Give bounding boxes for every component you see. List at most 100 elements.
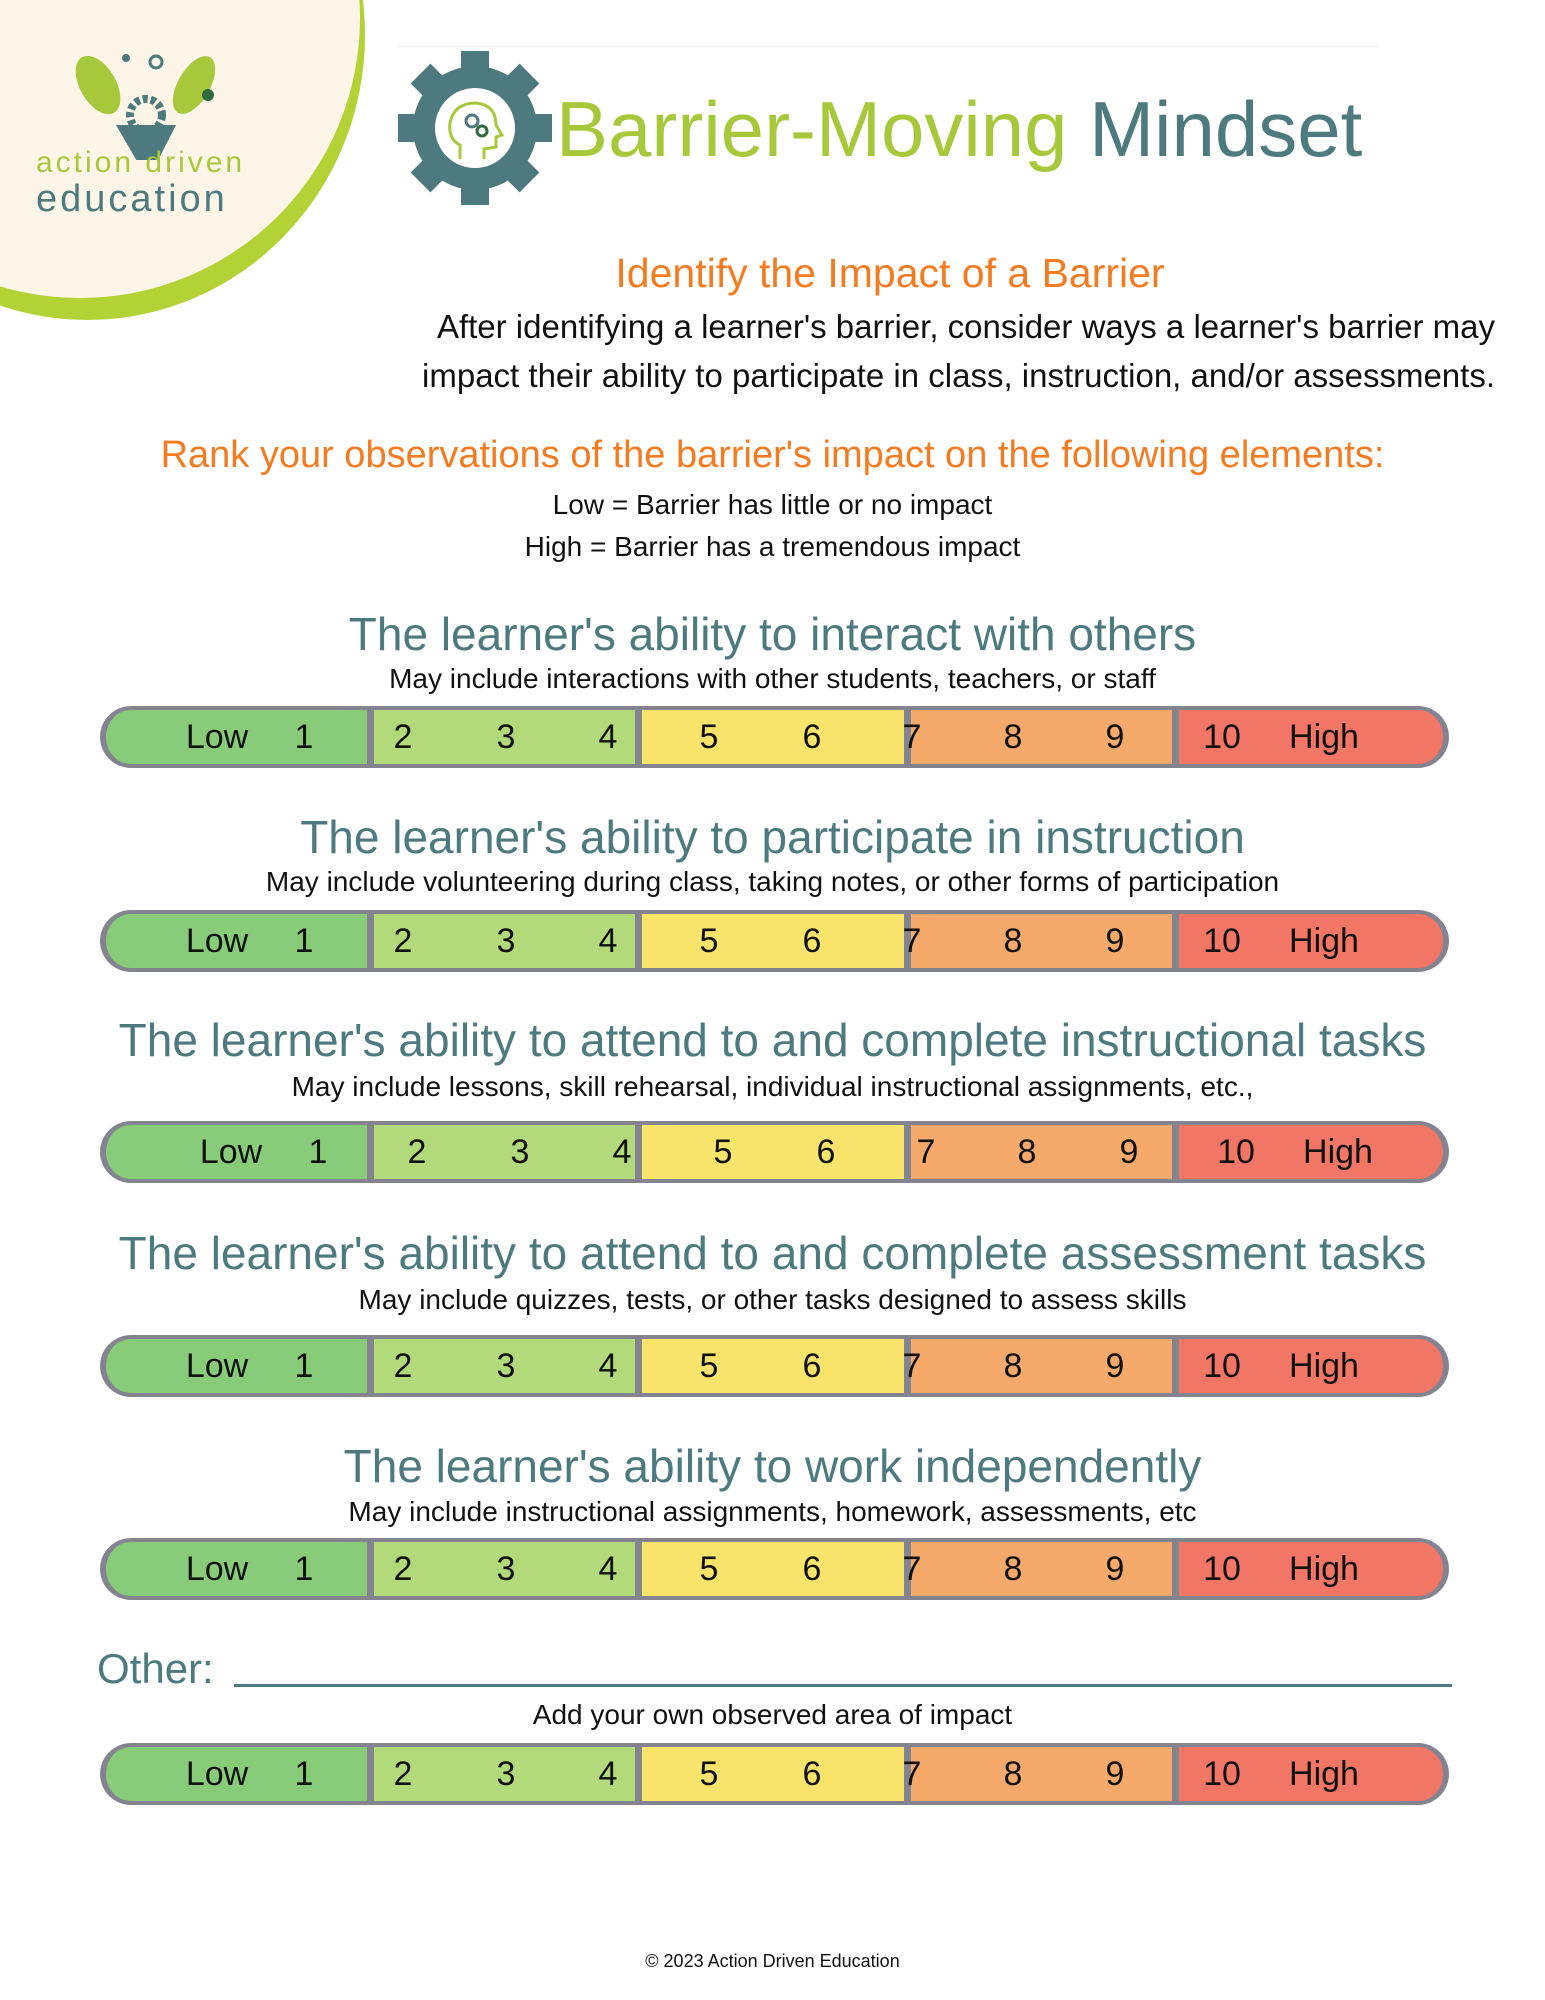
- scale-segment[interactable]: [638, 706, 907, 768]
- scale-option-2[interactable]: 2: [407, 1133, 427, 1171]
- scale-option-9[interactable]: 9: [1105, 922, 1125, 960]
- scale-option-9[interactable]: 9: [1105, 1755, 1125, 1793]
- impact-rating-scale[interactable]: Low 1 2 3 4 5 6 7 8 9 10 High: [100, 910, 1449, 972]
- scale-segment[interactable]: [907, 1335, 1175, 1397]
- scale-segment[interactable]: [907, 1743, 1175, 1805]
- scale-segment[interactable]: [638, 1743, 907, 1805]
- scale-option-10[interactable]: 10: [1203, 1755, 1241, 1793]
- scale-option-7[interactable]: 7: [916, 1133, 936, 1171]
- scale-segment[interactable]: [907, 1121, 1175, 1183]
- scale-option-4[interactable]: 4: [598, 718, 618, 756]
- scale-option-2[interactable]: 2: [393, 718, 413, 756]
- scale-segment[interactable]: [370, 1335, 638, 1397]
- scale-option-2[interactable]: 2: [393, 1755, 413, 1793]
- scale-segment[interactable]: [1175, 1335, 1449, 1397]
- scale-option-9[interactable]: 9: [1105, 1550, 1125, 1588]
- scale-option-7[interactable]: 7: [902, 718, 922, 756]
- scale-option-10[interactable]: 10: [1203, 922, 1241, 960]
- scale-segment[interactable]: [907, 910, 1175, 972]
- scale-option-3[interactable]: 3: [496, 922, 516, 960]
- scale-segment[interactable]: [100, 1743, 370, 1805]
- scale-segment[interactable]: [370, 1538, 638, 1600]
- scale-low-label[interactable]: Low: [185, 718, 249, 756]
- scale-option-8[interactable]: 8: [1003, 922, 1023, 960]
- scale-segment[interactable]: [100, 1538, 370, 1600]
- scale-option-8[interactable]: 8: [1003, 1550, 1023, 1588]
- scale-segment[interactable]: [100, 706, 370, 768]
- scale-segment[interactable]: [1175, 910, 1449, 972]
- scale-segment[interactable]: [1175, 706, 1449, 768]
- scale-high-label[interactable]: High: [1289, 1755, 1359, 1793]
- impact-rating-scale[interactable]: Low 1 2 3 4 5 6 7 8 9 10 High: [100, 706, 1449, 768]
- scale-segment[interactable]: [638, 1121, 907, 1183]
- scale-high-label[interactable]: High: [1303, 1133, 1373, 1171]
- scale-option-1[interactable]: 1: [294, 1755, 314, 1793]
- scale-segment[interactable]: [1175, 1538, 1449, 1600]
- scale-high-label[interactable]: High: [1289, 1347, 1359, 1385]
- scale-option-7[interactable]: 7: [902, 1347, 922, 1385]
- scale-high-label[interactable]: High: [1289, 718, 1359, 756]
- scale-option-1[interactable]: 1: [294, 1550, 314, 1588]
- scale-option-2[interactable]: 2: [393, 922, 413, 960]
- scale-high-label[interactable]: High: [1289, 1550, 1359, 1588]
- scale-option-6[interactable]: 6: [802, 922, 822, 960]
- scale-option-9[interactable]: 9: [1105, 1347, 1125, 1385]
- scale-segment[interactable]: [370, 910, 638, 972]
- impact-rating-scale[interactable]: Low 1 2 3 4 5 6 7 8 9 10 High: [100, 1335, 1449, 1397]
- scale-option-2[interactable]: 2: [393, 1550, 413, 1588]
- scale-option-7[interactable]: 7: [902, 1755, 922, 1793]
- scale-option-10[interactable]: 10: [1203, 1550, 1241, 1588]
- scale-option-8[interactable]: 8: [1003, 1755, 1023, 1793]
- scale-option-7[interactable]: 7: [902, 922, 922, 960]
- scale-segment[interactable]: [100, 910, 370, 972]
- scale-option-5[interactable]: 5: [699, 718, 719, 756]
- scale-segment[interactable]: [370, 1121, 638, 1183]
- scale-option-6[interactable]: 6: [816, 1133, 836, 1171]
- scale-segment[interactable]: [907, 1538, 1175, 1600]
- scale-option-7[interactable]: 7: [902, 1550, 922, 1588]
- scale-segment[interactable]: [638, 1538, 907, 1600]
- scale-option-6[interactable]: 6: [802, 1550, 822, 1588]
- scale-option-6[interactable]: 6: [802, 1347, 822, 1385]
- scale-high-label[interactable]: High: [1289, 922, 1359, 960]
- scale-option-3[interactable]: 3: [496, 718, 516, 756]
- scale-option-8[interactable]: 8: [1003, 718, 1023, 756]
- scale-option-4[interactable]: 4: [598, 1755, 618, 1793]
- scale-option-10[interactable]: 10: [1203, 1347, 1241, 1385]
- scale-option-1[interactable]: 1: [308, 1133, 328, 1171]
- scale-option-1[interactable]: 1: [294, 922, 314, 960]
- scale-option-5[interactable]: 5: [699, 922, 719, 960]
- scale-option-9[interactable]: 9: [1105, 718, 1125, 756]
- scale-option-10[interactable]: 10: [1203, 718, 1241, 756]
- scale-option-6[interactable]: 6: [802, 1755, 822, 1793]
- scale-option-3[interactable]: 3: [510, 1133, 530, 1171]
- impact-rating-scale[interactable]: Low 1 2 3 4 5 6 7 8 9 10 High: [100, 1743, 1449, 1805]
- scale-segment[interactable]: [100, 1335, 370, 1397]
- scale-segment[interactable]: [638, 1335, 907, 1397]
- scale-option-4[interactable]: 4: [612, 1133, 632, 1171]
- scale-option-1[interactable]: 1: [294, 1347, 314, 1385]
- impact-rating-scale[interactable]: Low 1 2 3 4 5 6 7 8 9 10 High: [100, 1538, 1449, 1600]
- scale-segment[interactable]: [1175, 1743, 1449, 1805]
- scale-segment[interactable]: [100, 1121, 370, 1183]
- scale-low-label[interactable]: Low: [185, 922, 249, 960]
- scale-option-2[interactable]: 2: [393, 1347, 413, 1385]
- scale-option-3[interactable]: 3: [496, 1550, 516, 1588]
- scale-segment[interactable]: [370, 706, 638, 768]
- scale-option-4[interactable]: 4: [598, 1550, 618, 1588]
- scale-option-5[interactable]: 5: [699, 1347, 719, 1385]
- impact-rating-scale[interactable]: Low 1 2 3 4 5 6 7 8 9 10 High: [100, 1121, 1449, 1183]
- scale-option-1[interactable]: 1: [294, 718, 314, 756]
- scale-segment[interactable]: [638, 910, 907, 972]
- scale-option-4[interactable]: 4: [598, 1347, 618, 1385]
- scale-option-5[interactable]: 5: [699, 1550, 719, 1588]
- scale-segment[interactable]: [907, 706, 1175, 768]
- scale-low-label[interactable]: Low: [185, 1347, 249, 1385]
- scale-option-4[interactable]: 4: [598, 922, 618, 960]
- scale-option-10[interactable]: 10: [1217, 1133, 1255, 1171]
- scale-option-8[interactable]: 8: [1017, 1133, 1037, 1171]
- scale-option-6[interactable]: 6: [802, 718, 822, 756]
- scale-option-3[interactable]: 3: [496, 1755, 516, 1793]
- scale-low-label[interactable]: Low: [185, 1550, 249, 1588]
- scale-segment[interactable]: [1175, 1121, 1449, 1183]
